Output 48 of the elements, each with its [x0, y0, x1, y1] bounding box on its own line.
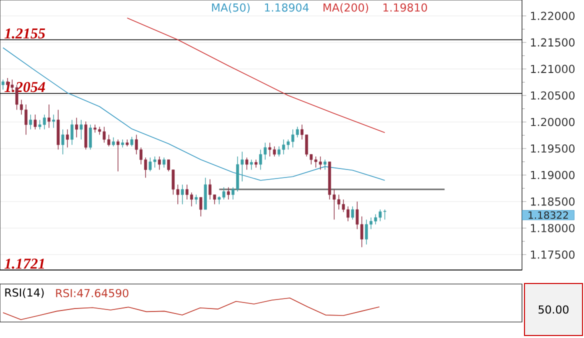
candlestick [48, 104, 50, 128]
y-tick-label: 1.17500 [531, 250, 575, 259]
candlestick [80, 120, 83, 140]
candlestick [324, 159, 326, 170]
candlestick [112, 137, 115, 147]
text: MA(200) [324, 3, 368, 13]
candlestick [250, 159, 253, 170]
y-tick-label: 1.21500 [531, 38, 575, 47]
candlestick [88, 124, 92, 150]
line-series [2, 47, 386, 181]
y-tick-label: 1.18500 [531, 197, 575, 206]
candlestick [130, 136, 134, 147]
y-tick-label: 1.19500 [531, 144, 575, 153]
text: 50.00 [538, 305, 568, 314]
candlestick [116, 139, 120, 172]
candlestick [194, 194, 198, 205]
candlestick [52, 114, 56, 128]
line-series [126, 18, 386, 134]
candlestick [2, 79, 4, 90]
candlestick [66, 129, 69, 148]
ref-line-label: 1.1721 [4, 258, 44, 269]
candlestick [226, 186, 230, 200]
candlestick [162, 157, 166, 168]
candlestick [75, 117, 78, 138]
candlestick [84, 121, 88, 150]
chart-title: RSI(14) [5, 288, 44, 298]
y-tick-label: 1.21000 [531, 64, 575, 74]
candlestick [70, 120, 74, 146]
candlestick [29, 114, 32, 130]
y-tick-label: 1.20000 [531, 118, 575, 126]
y-tick-label: 1.20500 [531, 91, 575, 100]
y-tick-label: 1.18000 [531, 224, 575, 232]
y-tick-label: 1.22000 [531, 12, 575, 20]
candlestick [254, 159, 258, 168]
candlestick [199, 196, 202, 217]
series-label: RSI:47.64590 [56, 288, 128, 298]
candlestick [351, 206, 354, 220]
text: 1.18322 [528, 211, 568, 219]
candlestick [61, 129, 64, 155]
y-tick-label: 1.19000 [531, 170, 575, 180]
candlestick [245, 157, 248, 170]
annotation: 1.19810 [383, 3, 428, 12]
ref-line-label: 1.2155 [4, 28, 46, 39]
text: MA(50) [212, 3, 250, 13]
candlestick [180, 184, 184, 205]
candlestick [158, 156, 161, 170]
candlestick [34, 114, 37, 130]
annotation: 1.18904 [265, 3, 309, 12]
